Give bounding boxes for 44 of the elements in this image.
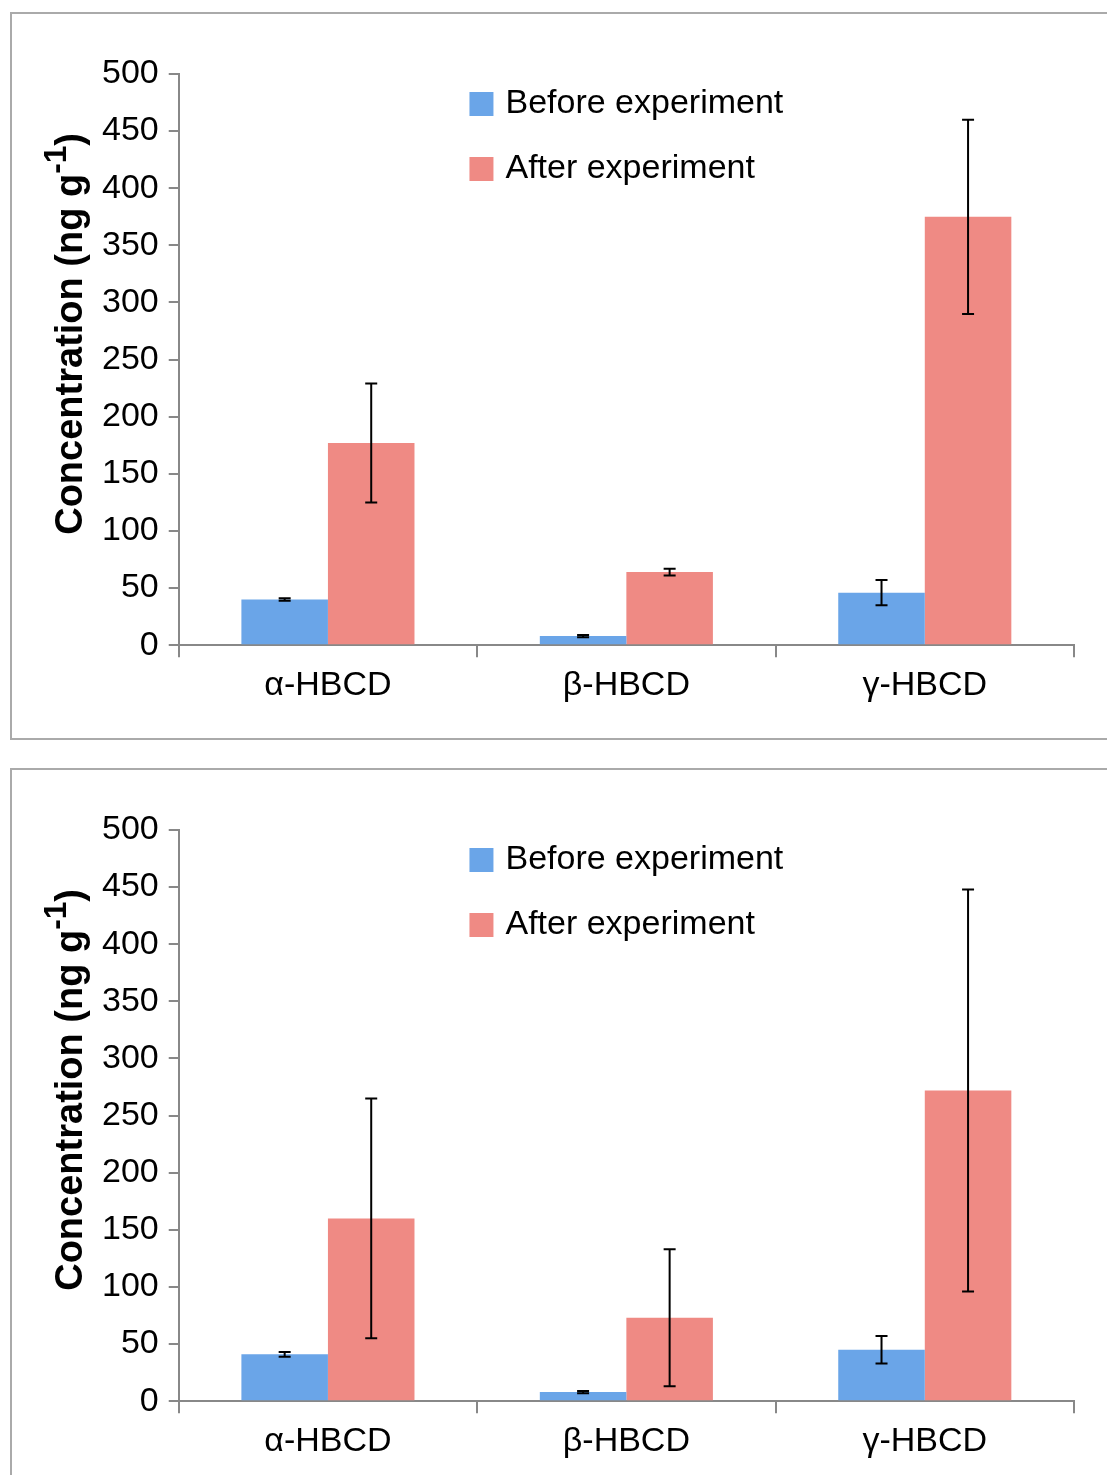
x-tick-label: γ-HBCD [862,663,988,702]
x-tick-label: β-HBCD [562,1419,690,1458]
bar [626,572,713,645]
y-tick-label: 150 [101,452,159,491]
y-tick-label: 300 [101,1036,159,1075]
x-tick-label: γ-HBCD [862,1419,988,1458]
y-tick-label: 0 [139,1379,159,1418]
x-tick-label: α-HBCD [264,1419,392,1458]
y-tick-label: 500 [101,52,159,91]
bar [241,1354,328,1401]
bar [626,1317,713,1401]
bar [327,1218,415,1401]
y-tick-label: 0 [139,623,159,662]
bar [838,592,925,645]
y-tick-label: 400 [101,166,159,205]
x-tick-label: β-HBCD [562,663,690,702]
y-tick-label: 450 [101,109,159,148]
bar [241,599,328,645]
bar [924,1090,1012,1401]
legend-label: After experiment [505,903,756,942]
y-tick-label: 50 [120,1322,159,1361]
y-tick-label: 350 [101,223,159,262]
bar [539,1392,627,1401]
y-tick-label: 500 [101,808,159,847]
y-tick-label: 350 [101,979,159,1018]
y-tick-label: 150 [101,1208,159,1247]
y-tick-label: 200 [101,1151,159,1190]
legend-label: Before experiment [505,82,784,121]
y-tick-label: 200 [101,395,159,434]
legend-label: Before experiment [505,838,784,877]
x-tick-label: α-HBCD [264,663,392,702]
legend-label: After experiment [505,147,756,186]
bar [327,443,415,645]
y-tick-label: 400 [101,922,159,961]
y-tick-label: 250 [101,1093,159,1132]
y-tick-label: 250 [101,337,159,376]
y-tick-label: 300 [101,280,159,319]
bar [924,216,1012,645]
y-tick-label: 450 [101,865,159,904]
bar [838,1349,925,1401]
y-tick-label: 100 [101,509,159,548]
y-tick-label: 100 [101,1265,159,1304]
y-tick-label: 50 [120,566,159,605]
bar [539,636,627,645]
